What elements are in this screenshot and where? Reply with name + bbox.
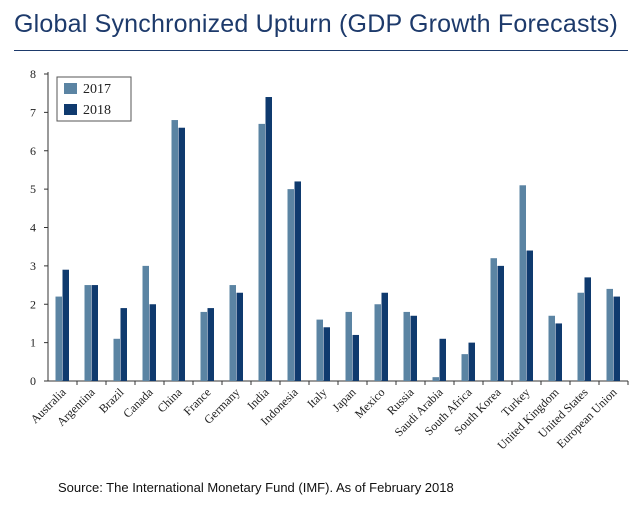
bar-2017-united-states	[577, 292, 584, 381]
y-tick-label: 3	[30, 259, 36, 273]
bar-2018-indonesia	[294, 181, 301, 381]
bar-2018-china	[178, 127, 185, 381]
bar-2018-australia	[62, 269, 69, 381]
bar-2017-japan	[345, 311, 352, 381]
bar-2018-turkey	[526, 250, 533, 381]
bar-2017-russia	[403, 311, 410, 381]
chart-legend: 2017 2018	[56, 76, 132, 122]
bar-2018-mexico	[381, 292, 388, 381]
bar-2017-turkey	[519, 185, 526, 381]
bar-2017-south-africa	[461, 354, 468, 381]
x-tick-label: Italy	[304, 385, 329, 410]
bar-2017-indonesia	[287, 189, 294, 381]
bar-2017-saudi-arabia	[432, 377, 439, 381]
x-tick-label: Mexico	[352, 385, 388, 421]
bar-2018-canada	[149, 304, 156, 381]
title-divider	[14, 50, 628, 51]
bar-2017-france	[200, 311, 207, 381]
bar-2018-united-kingdom	[555, 323, 562, 381]
y-tick-label: 7	[30, 105, 36, 119]
bar-2017-brazil	[113, 338, 120, 381]
bar-2018-france	[207, 308, 214, 381]
legend-label-2017: 2017	[83, 82, 111, 97]
y-tick-label: 2	[30, 297, 36, 311]
bar-2017-mexico	[374, 304, 381, 381]
y-tick-label: 5	[30, 182, 36, 196]
bar-2018-japan	[352, 334, 359, 381]
bar-2017-european-union	[606, 288, 613, 381]
legend-swatch-2018	[64, 104, 77, 115]
source-note: Source: The International Monetary Fund …	[58, 480, 454, 495]
y-tick-label: 8	[30, 67, 36, 81]
legend-label-2018: 2018	[83, 103, 111, 118]
y-tick-label: 6	[30, 144, 36, 158]
bar-2017-italy	[316, 319, 323, 381]
y-tick-label: 1	[30, 336, 36, 350]
bar-2018-saudi-arabia	[439, 338, 446, 381]
bar-2018-south-africa	[468, 342, 475, 381]
plot-region: 012345678AustraliaArgentinaBrazilCanadaC…	[28, 67, 629, 452]
x-tick-label: China	[154, 385, 185, 416]
y-tick-label: 0	[30, 374, 36, 388]
bar-2018-south-korea	[497, 265, 504, 381]
bar-2018-united-states	[584, 277, 591, 381]
bar-2017-south-korea	[490, 258, 497, 381]
bar-2017-india	[258, 123, 265, 381]
x-tick-label: Canada	[120, 385, 156, 421]
bar-2017-united-kingdom	[548, 315, 555, 381]
bar-2018-european-union	[613, 296, 620, 381]
chart-title: Global Synchronized Upturn (GDP Growth F…	[14, 10, 619, 38]
bar-2018-brazil	[120, 308, 127, 381]
bar-2017-argentina	[84, 285, 91, 381]
chart-area: 012345678AustraliaArgentinaBrazilCanadaC…	[28, 67, 629, 452]
bar-2018-italy	[323, 327, 330, 381]
bar-2017-china	[171, 120, 178, 382]
bar-2017-germany	[229, 285, 236, 381]
legend-swatch-2017	[64, 83, 77, 94]
bar-2018-argentina	[91, 285, 98, 381]
bar-2018-india	[265, 97, 272, 382]
bar-2017-canada	[142, 265, 149, 381]
y-tick-label: 4	[30, 221, 36, 235]
bar-2018-germany	[236, 292, 243, 381]
bar-2018-russia	[410, 315, 417, 381]
bar-2017-australia	[55, 296, 62, 381]
